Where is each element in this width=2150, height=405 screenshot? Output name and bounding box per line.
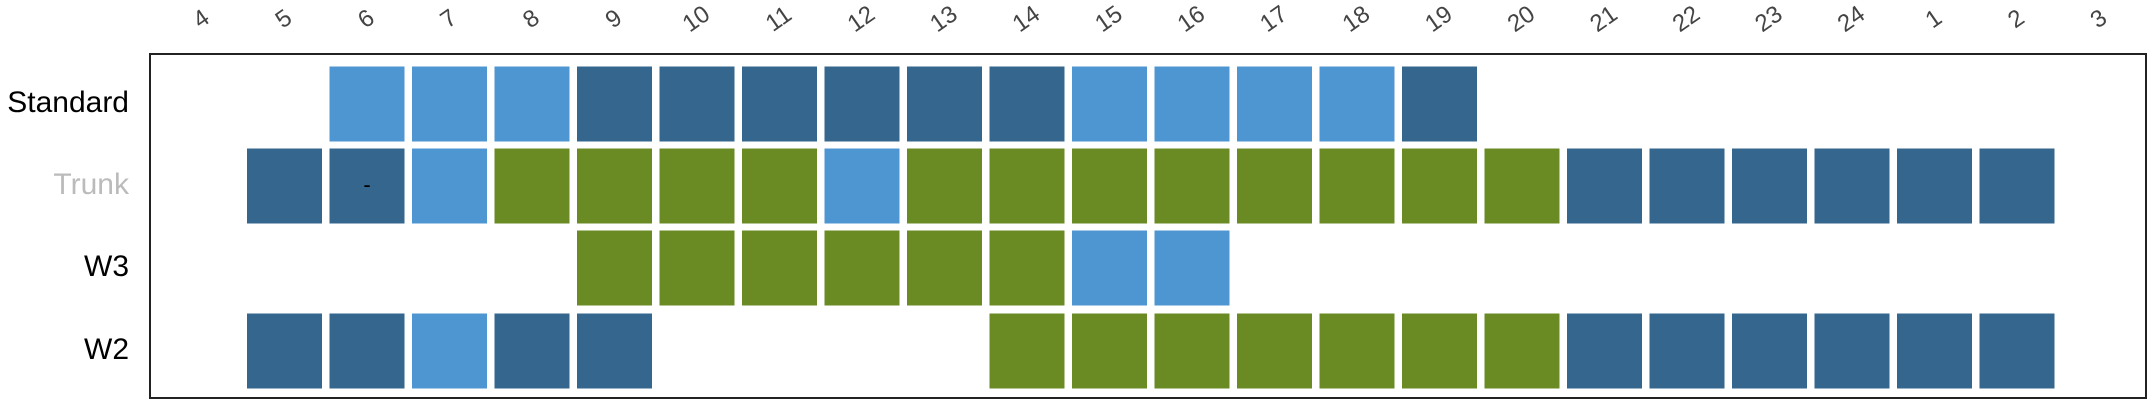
heatmap-cell bbox=[247, 313, 322, 389]
heatmap-cell bbox=[1072, 66, 1147, 142]
heatmap-cell bbox=[1567, 148, 1642, 224]
heatmap-cell bbox=[1897, 313, 1972, 389]
x-tick-label: 11 bbox=[761, 1, 797, 37]
heatmap-cell bbox=[907, 66, 982, 142]
heatmap-cell bbox=[1979, 313, 2055, 389]
heatmap-cell bbox=[1402, 148, 1477, 224]
heatmap-cell bbox=[1814, 313, 1890, 389]
x-tick-label: 20 bbox=[1503, 0, 1540, 37]
heatmap-cell bbox=[1319, 148, 1395, 224]
heatmap-cell bbox=[824, 66, 900, 142]
heatmap-cell bbox=[1649, 313, 1725, 389]
x-tick-label: 19 bbox=[1420, 0, 1457, 37]
heatmap-cell bbox=[1072, 313, 1147, 389]
heatmap-cell bbox=[412, 313, 487, 389]
heatmap-cell bbox=[989, 313, 1065, 389]
heatmap-cell bbox=[1402, 313, 1477, 389]
x-tick-label: 23 bbox=[1750, 0, 1787, 37]
x-tick-label: 10 bbox=[678, 0, 715, 37]
heatmap-cell bbox=[1237, 66, 1312, 142]
cell-label: - bbox=[363, 172, 370, 197]
x-tick-label: 18 bbox=[1338, 0, 1375, 37]
x-tick-label: 17 bbox=[1255, 0, 1292, 37]
heatmap-cell bbox=[494, 313, 570, 389]
heatmap-cell bbox=[659, 148, 735, 224]
heatmap-cell bbox=[742, 230, 817, 306]
heatmap-cell bbox=[1814, 148, 1890, 224]
heatmap-cell bbox=[1154, 230, 1230, 306]
x-tick-label: 24 bbox=[1833, 0, 1870, 37]
heatmap-cell bbox=[577, 148, 652, 224]
heatmap-cell bbox=[577, 66, 652, 142]
row-label: W3 bbox=[84, 250, 129, 283]
heatmap-cell bbox=[494, 148, 570, 224]
heatmap-cell bbox=[1484, 148, 1560, 224]
x-tick-label: 4 bbox=[188, 4, 214, 34]
heatmap-cell bbox=[329, 313, 405, 389]
x-tick-label: 9 bbox=[601, 4, 627, 34]
x-tick-label: 16 bbox=[1173, 0, 1210, 37]
x-tick-label: 22 bbox=[1668, 0, 1705, 37]
heatmap-cell bbox=[494, 66, 570, 142]
heatmap-cell bbox=[1319, 66, 1395, 142]
x-tick-label: 7 bbox=[436, 4, 462, 34]
heatmap-cell bbox=[1649, 148, 1725, 224]
heatmap-cell bbox=[1732, 313, 1807, 389]
heatmap-cell bbox=[989, 148, 1065, 224]
row-label: Trunk bbox=[53, 168, 130, 201]
x-tick-label: 8 bbox=[518, 4, 544, 34]
heatmap-cell bbox=[1072, 230, 1147, 306]
x-tick-label: 13 bbox=[925, 0, 962, 37]
heatmap-cell bbox=[1319, 313, 1395, 389]
heatmap-cell bbox=[1402, 66, 1477, 142]
heatmap-cell bbox=[329, 148, 405, 224]
heatmap-cell bbox=[659, 230, 735, 306]
x-tick-label: 12 bbox=[843, 0, 880, 37]
heatmap-cell bbox=[1732, 148, 1807, 224]
x-tick-label: 14 bbox=[1008, 0, 1045, 37]
heatmap-cell bbox=[412, 148, 487, 224]
heatmap-cell bbox=[1154, 313, 1230, 389]
x-tick-label: 6 bbox=[353, 4, 379, 34]
heatmap-cell bbox=[1154, 148, 1230, 224]
heatmap-cell bbox=[1484, 313, 1560, 389]
heatmap-cell bbox=[1897, 148, 1972, 224]
x-tick-label: 2 bbox=[2003, 4, 2029, 34]
heatmap-cell bbox=[1237, 313, 1312, 389]
row-label: W2 bbox=[84, 333, 129, 366]
x-tick-label: 21 bbox=[1585, 0, 1622, 37]
heatmap-cell bbox=[659, 66, 735, 142]
heatmap-cell bbox=[247, 148, 322, 224]
heatmap-cell bbox=[907, 148, 982, 224]
x-tick-label: 15 bbox=[1090, 0, 1127, 37]
heatmap-cell bbox=[577, 230, 652, 306]
heatmap-cell bbox=[577, 313, 652, 389]
heatmap-cell bbox=[824, 148, 900, 224]
heatmap-cell bbox=[907, 230, 982, 306]
row-label: Standard bbox=[7, 86, 129, 119]
heatmap-cell bbox=[1154, 66, 1230, 142]
heatmap-cell bbox=[1237, 148, 1312, 224]
plot-frame bbox=[149, 53, 2147, 399]
x-tick-label: 3 bbox=[2086, 4, 2112, 34]
heatmap-cell bbox=[1567, 313, 1642, 389]
heatmap-cell bbox=[742, 66, 817, 142]
heatmap-cell bbox=[824, 230, 900, 306]
heatmap-cell bbox=[1979, 148, 2055, 224]
heatmap-cell bbox=[989, 66, 1065, 142]
heatmap-cell bbox=[989, 230, 1065, 306]
heatmap-cell bbox=[329, 66, 405, 142]
x-tick-label: 5 bbox=[271, 4, 297, 34]
heatmap-cell bbox=[742, 148, 817, 224]
heatmap-cell bbox=[1072, 148, 1147, 224]
x-tick-label: 1 bbox=[1921, 4, 1947, 34]
heatmap-cell bbox=[412, 66, 487, 142]
